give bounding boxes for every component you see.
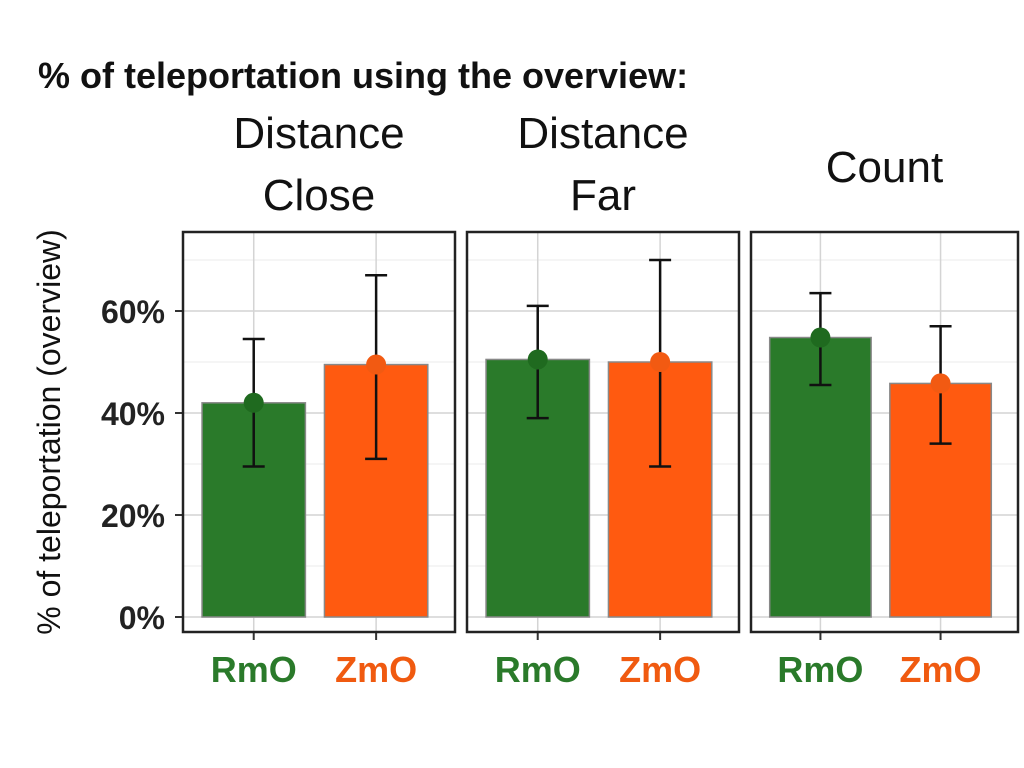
x-category-label: ZmO xyxy=(900,649,982,690)
panel-border xyxy=(181,230,457,634)
facet-title-line: Distance xyxy=(517,109,688,158)
chart-title: % of teleportation using the overview: xyxy=(38,55,688,96)
y-tick-label: 60% xyxy=(101,294,165,330)
facet-title-line: Distance xyxy=(233,109,404,158)
panel-border xyxy=(465,230,741,634)
x-category-label: ZmO xyxy=(619,649,701,690)
mean-point xyxy=(650,352,671,372)
mean-point xyxy=(366,354,387,375)
facet-title-line: Close xyxy=(263,171,376,220)
y-axis-label: % of teleportation (overview) xyxy=(31,229,67,635)
mean-point xyxy=(527,349,548,370)
x-category-label: RmO xyxy=(777,649,863,690)
y-tick-label: 40% xyxy=(101,396,165,432)
mean-point xyxy=(243,392,264,413)
y-tick-label: 20% xyxy=(101,498,165,534)
facet-title-line: Count xyxy=(826,143,943,192)
panel-border xyxy=(749,230,1020,634)
y-tick-label: 0% xyxy=(119,600,165,636)
x-category-label: RmO xyxy=(495,649,581,690)
facet-panel: Count RmO ZmO xyxy=(749,143,1020,690)
facet-title-line: Far xyxy=(570,171,636,220)
y-axis-ticks: 0% 20% 40% 60% xyxy=(101,294,183,636)
x-category-label: ZmO xyxy=(335,649,417,690)
mean-point xyxy=(930,373,951,394)
x-category-label: RmO xyxy=(211,649,297,690)
facet-panel: Distance Far RmO ZmO xyxy=(465,109,741,690)
mean-point xyxy=(810,327,831,348)
facet-panel: Distance Close RmO ZmO xyxy=(181,109,457,690)
